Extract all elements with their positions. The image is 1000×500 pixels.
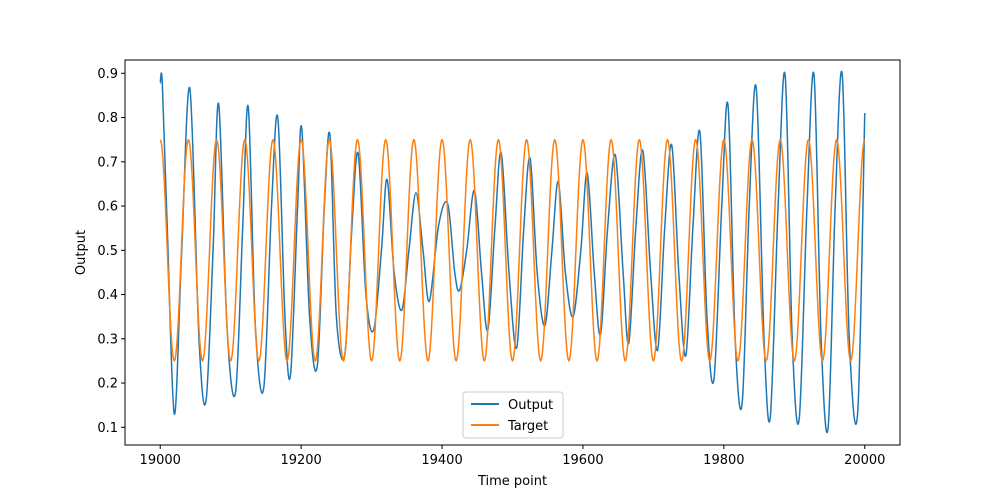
legend-label-output: Output bbox=[508, 398, 553, 413]
x-axis: 19000 19200 19400 19600 19800 20000 bbox=[140, 445, 885, 468]
y-axis: 0.1 0.2 0.3 0.4 0.5 0.6 0.7 0.8 0.9 bbox=[97, 67, 125, 436]
x-axis-label: Time point bbox=[477, 474, 547, 489]
x-tick-label: 20000 bbox=[844, 453, 885, 468]
y-tick-label: 0.8 bbox=[97, 111, 118, 126]
legend: Output Target bbox=[462, 391, 564, 439]
y-tick-label: 0.3 bbox=[97, 332, 118, 347]
series-layer bbox=[159, 70, 866, 434]
y-axis-label: Output bbox=[74, 230, 89, 275]
x-tick-label: 19200 bbox=[280, 453, 321, 468]
y-tick-label: 0.4 bbox=[97, 288, 118, 303]
legend-label-target: Target bbox=[507, 419, 548, 434]
plot-area bbox=[159, 70, 866, 434]
series-line-output bbox=[159, 70, 866, 434]
y-tick-label: 0.2 bbox=[97, 377, 118, 392]
series-line-target bbox=[159, 138, 866, 362]
y-tick-label: 0.1 bbox=[97, 421, 118, 436]
y-tick-label: 0.7 bbox=[97, 155, 118, 170]
plot-frame bbox=[124, 59, 901, 446]
x-tick-label: 19600 bbox=[562, 453, 603, 468]
x-tick-label: 19400 bbox=[421, 453, 462, 468]
y-tick-label: 0.6 bbox=[97, 200, 118, 215]
y-tick-label: 0.5 bbox=[97, 244, 118, 259]
x-tick-label: 19000 bbox=[140, 453, 181, 468]
y-tick-label: 0.9 bbox=[97, 67, 118, 82]
x-tick-label: 19800 bbox=[703, 453, 744, 468]
